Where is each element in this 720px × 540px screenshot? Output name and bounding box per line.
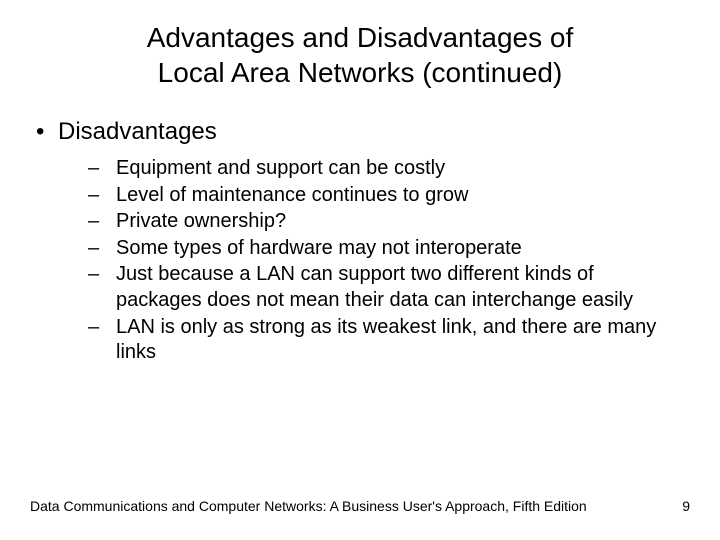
- title-line-1: Advantages and Disadvantages of: [147, 22, 574, 53]
- list-item-text: Just because a LAN can support two diffe…: [116, 262, 670, 313]
- list-item-text: Some types of hardware may not interoper…: [116, 236, 670, 262]
- list-item-text: Private ownership?: [116, 209, 670, 235]
- sub-bullet-list: – Equipment and support can be costly – …: [88, 156, 670, 366]
- bullet-level1: •Disadvantages: [36, 118, 690, 146]
- slide-footer: Data Communications and Computer Network…: [30, 498, 690, 514]
- bullet-dot: •: [36, 118, 58, 146]
- list-item: – Some types of hardware may not interop…: [88, 236, 670, 262]
- list-item-text: Equipment and support can be costly: [116, 156, 670, 182]
- footer-source: Data Communications and Computer Network…: [30, 498, 587, 514]
- list-item: – Just because a LAN can support two dif…: [88, 262, 670, 313]
- list-item: – Private ownership?: [88, 209, 670, 235]
- slide-container: Advantages and Disadvantages of Local Ar…: [0, 0, 720, 540]
- list-item: – Equipment and support can be costly: [88, 156, 670, 182]
- dash-icon: –: [88, 236, 116, 262]
- list-item: – Level of maintenance continues to grow: [88, 183, 670, 209]
- title-line-2: Local Area Networks (continued): [158, 57, 563, 88]
- list-item-text: LAN is only as strong as its weakest lin…: [116, 315, 670, 366]
- bullet-level1-text: Disadvantages: [58, 118, 217, 145]
- list-item-text: Level of maintenance continues to grow: [116, 183, 670, 209]
- slide-title: Advantages and Disadvantages of Local Ar…: [30, 20, 690, 90]
- dash-icon: –: [88, 262, 116, 313]
- dash-icon: –: [88, 156, 116, 182]
- list-item: – LAN is only as strong as its weakest l…: [88, 315, 670, 366]
- dash-icon: –: [88, 183, 116, 209]
- dash-icon: –: [88, 209, 116, 235]
- dash-icon: –: [88, 315, 116, 366]
- page-number: 9: [682, 498, 690, 514]
